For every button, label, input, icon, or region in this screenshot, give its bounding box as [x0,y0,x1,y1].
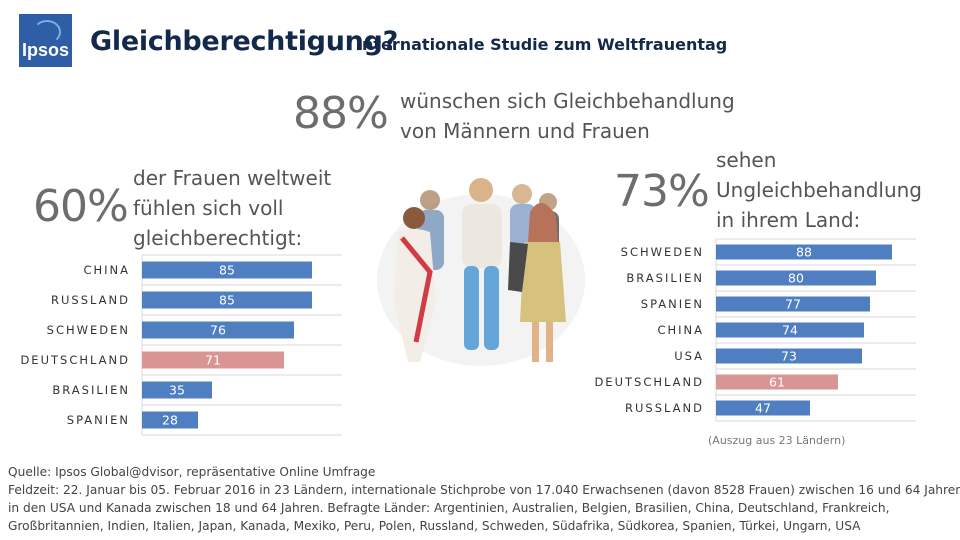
category-label: CHINA [83,263,130,277]
source-line-1: Quelle: Ipsos Global@dvisor, repräsentat… [8,465,376,479]
bar-spanien [716,296,870,312]
bar-schweden [142,321,294,339]
data-label: 77 [785,297,801,312]
category-label: DEUTSCHLAND [594,375,704,389]
data-label: 88 [796,245,812,260]
data-label: 71 [205,353,221,368]
data-label: 47 [755,401,771,416]
category-label: SCHWEDEN [621,245,704,259]
left-text-line2: fühlen sich voll [133,196,284,220]
data-label: 74 [782,323,798,338]
category-label: BRASILIEN [626,271,704,285]
category-label: CHINA [657,323,704,337]
category-label: USA [674,349,704,363]
data-label: 80 [788,271,804,286]
page-subtitle: Internationale Studie zum Weltfrauentag [356,35,728,54]
global-text: wünschen sich Gleichbehandlung von Männe… [400,86,735,146]
right-percent: 73% [614,166,710,217]
bar-russland [716,400,810,416]
category-label: SPANIEN [67,413,130,427]
left-text-line3: gleichberechtigt: [133,226,303,250]
bar-spanien [142,411,198,429]
chart-note: (Auszug aus 23 Ländern) [708,434,846,447]
figurines-illustration [377,178,585,366]
logo-text: Ipsos [21,40,69,60]
category-label: RUSSLAND [625,401,704,415]
bar-russland [142,291,312,309]
page-title: Gleichberechtigung? [90,26,398,57]
left-percent: 60% [33,181,129,232]
category-label: SCHWEDEN [47,323,130,337]
bar-china [716,322,864,338]
category-label: DEUTSCHLAND [20,353,130,367]
global-text-line1: wünschen sich Gleichbehandlung [400,89,735,113]
category-label: SPANIEN [641,297,704,311]
data-label: 61 [769,375,785,390]
chart-left-svg: CHINA 85 RUSSLAND 85 SCHWEDEN 76 DEUTSCHLAND 71… [20,254,342,436]
global-text-line2: von Männern und Frauen [400,119,650,143]
right-text-line2: Ungleichbehandlung [716,178,923,202]
data-label: 35 [169,383,185,398]
source-line-3: in den USA und Kanada zwischen 18 und 64… [8,501,890,515]
ipsos-logo: Ipsos [19,14,72,67]
bar-china [142,261,312,279]
source-line-4: Großbritannien, Indien, Italien, Japan, … [8,519,861,533]
bar-usa [716,348,862,364]
bar-deutschland [716,374,838,390]
bar-brasilien [716,270,876,286]
data-label: 85 [219,293,235,308]
right-text: sehen Ungleichbehandlung in ihrem Land: [716,145,922,235]
category-label: BRASILIEN [52,383,130,397]
right-text-line3: in ihrem Land: [716,208,861,232]
data-label: 73 [781,349,797,364]
global-percent: 88% [293,88,389,139]
left-text-line1: der Frauen weltweit [133,166,332,190]
logo-swoosh-icon [33,20,61,44]
chart-right-svg: SCHWEDEN 88 BRASILIEN 80 SPANIEN 77 CHINA 74 USA… [594,238,916,422]
bar-brasilien [142,381,212,399]
chart-right: SCHWEDEN 88 BRASILIEN 80 SPANIEN 77 CHINA 74 USA… [578,238,918,426]
right-text-line1: sehen [716,148,777,172]
data-label: 85 [219,263,235,278]
source-line-2: Feldzeit: 22. Januar bis 05. Februar 201… [8,483,960,497]
chart-left: CHINA 85 RUSSLAND 85 SCHWEDEN 76 DEUTSCHLAND 71… [0,254,345,438]
left-text: der Frauen weltweit fühlen sich voll gle… [133,163,331,253]
bar-deutschland [142,351,284,369]
bar-schweden [716,244,892,260]
data-label: 76 [210,323,226,338]
category-label: RUSSLAND [51,293,130,307]
data-label: 28 [162,413,178,428]
